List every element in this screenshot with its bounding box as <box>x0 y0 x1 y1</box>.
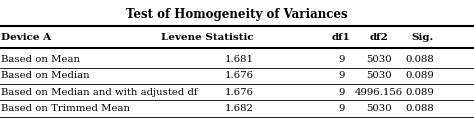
Text: 5030: 5030 <box>366 104 392 113</box>
Text: 0.088: 0.088 <box>405 55 434 64</box>
Text: Test of Homogeneity of Variances: Test of Homogeneity of Variances <box>126 8 348 21</box>
Text: 1.681: 1.681 <box>225 55 254 64</box>
Text: 0.089: 0.089 <box>405 71 434 80</box>
Text: 9: 9 <box>338 71 345 80</box>
Text: 1.676: 1.676 <box>225 71 254 80</box>
Text: Device A: Device A <box>1 33 52 42</box>
Text: 0.089: 0.089 <box>405 88 434 97</box>
Text: Levene Statistic: Levene Statistic <box>161 33 254 42</box>
Text: Based on Mean: Based on Mean <box>1 55 81 64</box>
Text: 9: 9 <box>338 104 345 113</box>
Text: 5030: 5030 <box>366 55 392 64</box>
Text: 9: 9 <box>338 55 345 64</box>
Text: df2: df2 <box>370 33 389 42</box>
Text: Sig.: Sig. <box>411 33 434 42</box>
Text: 1.676: 1.676 <box>225 88 254 97</box>
Text: 0.088: 0.088 <box>405 104 434 113</box>
Text: Based on Median: Based on Median <box>1 71 90 80</box>
Text: Based on Trimmed Mean: Based on Trimmed Mean <box>1 104 130 113</box>
Text: 9: 9 <box>338 88 345 97</box>
Text: 4996.156: 4996.156 <box>355 88 403 97</box>
Text: df1: df1 <box>332 33 351 42</box>
Text: 1.682: 1.682 <box>225 104 254 113</box>
Text: 5030: 5030 <box>366 71 392 80</box>
Text: Based on Median and with adjusted df: Based on Median and with adjusted df <box>1 88 198 97</box>
